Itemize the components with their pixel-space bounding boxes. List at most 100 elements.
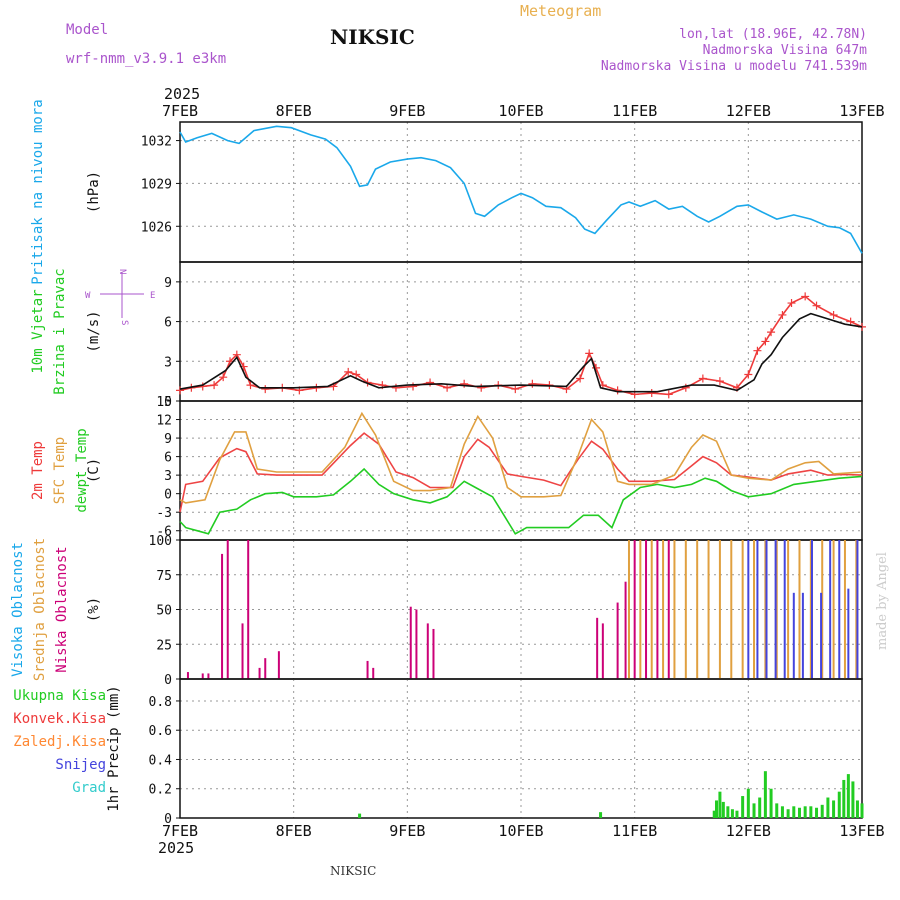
elevation-label: Nadmorska Visina 647m: [703, 43, 868, 58]
bar-mark: [855, 800, 859, 818]
y-axis-title: Brzina i Pravac: [52, 268, 68, 394]
y-tick-label: -3: [156, 506, 172, 521]
bar-mark: [820, 804, 824, 818]
model-name: wrf-nmm_v3.9.1 e3km: [66, 51, 226, 67]
bar-mark: [633, 540, 636, 679]
bar-mark: [726, 806, 730, 818]
bar-mark: [855, 540, 858, 679]
bar-mark: [596, 617, 599, 679]
panel-3: 0 25 50 75 100 (%) Visoka Oblacnost Srednja Obl…: [10, 534, 863, 688]
bar-mark: [241, 623, 244, 679]
bar-mark: [838, 540, 841, 679]
x-tick-label: 8FEB: [276, 822, 312, 840]
x-tick-label: 12FEB: [726, 102, 771, 120]
bar-mark: [432, 628, 435, 679]
x-tick-label: 13FEB: [839, 102, 884, 120]
bar-mark: [741, 540, 744, 679]
bar-mark: [821, 540, 824, 679]
bar-mark: [837, 791, 841, 818]
wind-marker: [767, 328, 776, 337]
bar-mark: [718, 540, 721, 679]
product-title: Meteogram: [520, 2, 601, 20]
y-axis-title: SFC Temp: [52, 437, 68, 504]
wind-marker: [176, 386, 184, 395]
y-tick-label: 0: [164, 673, 172, 688]
bar-mark: [718, 791, 722, 818]
y-axis-title: 2m Temp: [30, 441, 46, 500]
bar-mark: [764, 540, 767, 679]
bar-mark: [684, 540, 687, 679]
y-tick-label: 0.2: [149, 783, 172, 798]
bar-mark: [815, 807, 819, 818]
y-axis-title: dewpt Temp: [74, 428, 90, 512]
bar-mark: [645, 540, 648, 679]
bar-mark: [763, 771, 767, 818]
model-elevation-label: Nadmorska Visina u modelu 741.539m: [601, 59, 867, 74]
legend-entry: Grad: [72, 780, 106, 796]
bar-mark: [846, 774, 850, 818]
bar-mark: [741, 796, 745, 818]
y-tick-label: 1029: [141, 177, 172, 192]
year-top: 2025: [164, 85, 200, 103]
y-tick-label: -6: [156, 525, 172, 540]
wind-marker: [344, 367, 353, 376]
wind-marker: [409, 382, 418, 391]
bar-mark: [735, 810, 739, 818]
bar-mark: [415, 609, 418, 679]
wind-marker: [787, 299, 796, 308]
bar-mark: [662, 540, 665, 679]
y-axis-unit: (C): [86, 458, 102, 483]
y-tick-label: 0: [164, 812, 172, 827]
legend-entry: Ukupna Kisa: [13, 688, 106, 704]
legend-entry: Konvek.Kisa: [13, 711, 106, 727]
bar-mark: [226, 540, 229, 679]
x-tick-label: 9FEB: [389, 822, 425, 840]
bar-mark: [826, 797, 830, 818]
wind-marker: [261, 385, 270, 394]
y-axis-title: Visoka Oblacnost: [10, 542, 26, 677]
wind-marker: [812, 301, 821, 310]
y-axis-title: Niska Oblacnost: [54, 546, 70, 672]
wind-marker: [198, 382, 207, 391]
panel-frame: [179, 678, 863, 819]
bar-mark: [264, 658, 267, 679]
bar-mark: [673, 540, 676, 679]
model-label: Model: [66, 22, 108, 38]
y-tick-label: 25: [156, 638, 172, 653]
bar-mark: [639, 540, 642, 679]
bar-mark: [753, 540, 756, 679]
footer-station: NIKSIC: [330, 864, 376, 878]
x-tick-label: 11FEB: [612, 102, 657, 120]
bar-mark: [366, 660, 369, 679]
x-tick-label: 7FEB: [162, 102, 198, 120]
bar-mark: [810, 540, 813, 679]
panel-1: 0 3 6 9 (m/s) 10m Vjetar Brzina i Pravac: [30, 261, 866, 410]
lonlat-label: lon,lat (18.96E, 42.78N): [679, 27, 867, 42]
y-tick-label: 50: [156, 604, 172, 619]
bar-mark: [774, 540, 777, 679]
y-tick-label: 9: [164, 276, 172, 291]
credit-label: made by Angel: [875, 552, 890, 650]
bar-mark: [798, 540, 801, 679]
y-axis-title: 10m Vjetar: [30, 289, 46, 373]
bar-mark: [832, 800, 836, 818]
bar-mark: [820, 592, 823, 679]
bar-mark: [247, 540, 250, 679]
bar-mark: [409, 606, 412, 679]
bar-mark: [715, 800, 719, 818]
bar-mark: [372, 667, 375, 679]
wind-marker: [246, 381, 255, 390]
bar-mark: [829, 540, 832, 679]
wind-marker: [352, 370, 361, 379]
panel-frame: [179, 121, 863, 263]
panel-frame: [179, 400, 863, 541]
bar-mark: [201, 673, 204, 679]
bar-mark: [696, 540, 699, 679]
panel-0: 1026 1029 1032 (hPa) Pritisak na nivou mora: [30, 99, 863, 285]
series-line: [179, 411, 863, 504]
bar-mark: [627, 540, 630, 679]
x-tick-label: 12FEB: [726, 822, 771, 840]
bar-mark: [207, 673, 210, 679]
wind-marker: [801, 292, 810, 301]
bar-mark: [860, 803, 864, 818]
